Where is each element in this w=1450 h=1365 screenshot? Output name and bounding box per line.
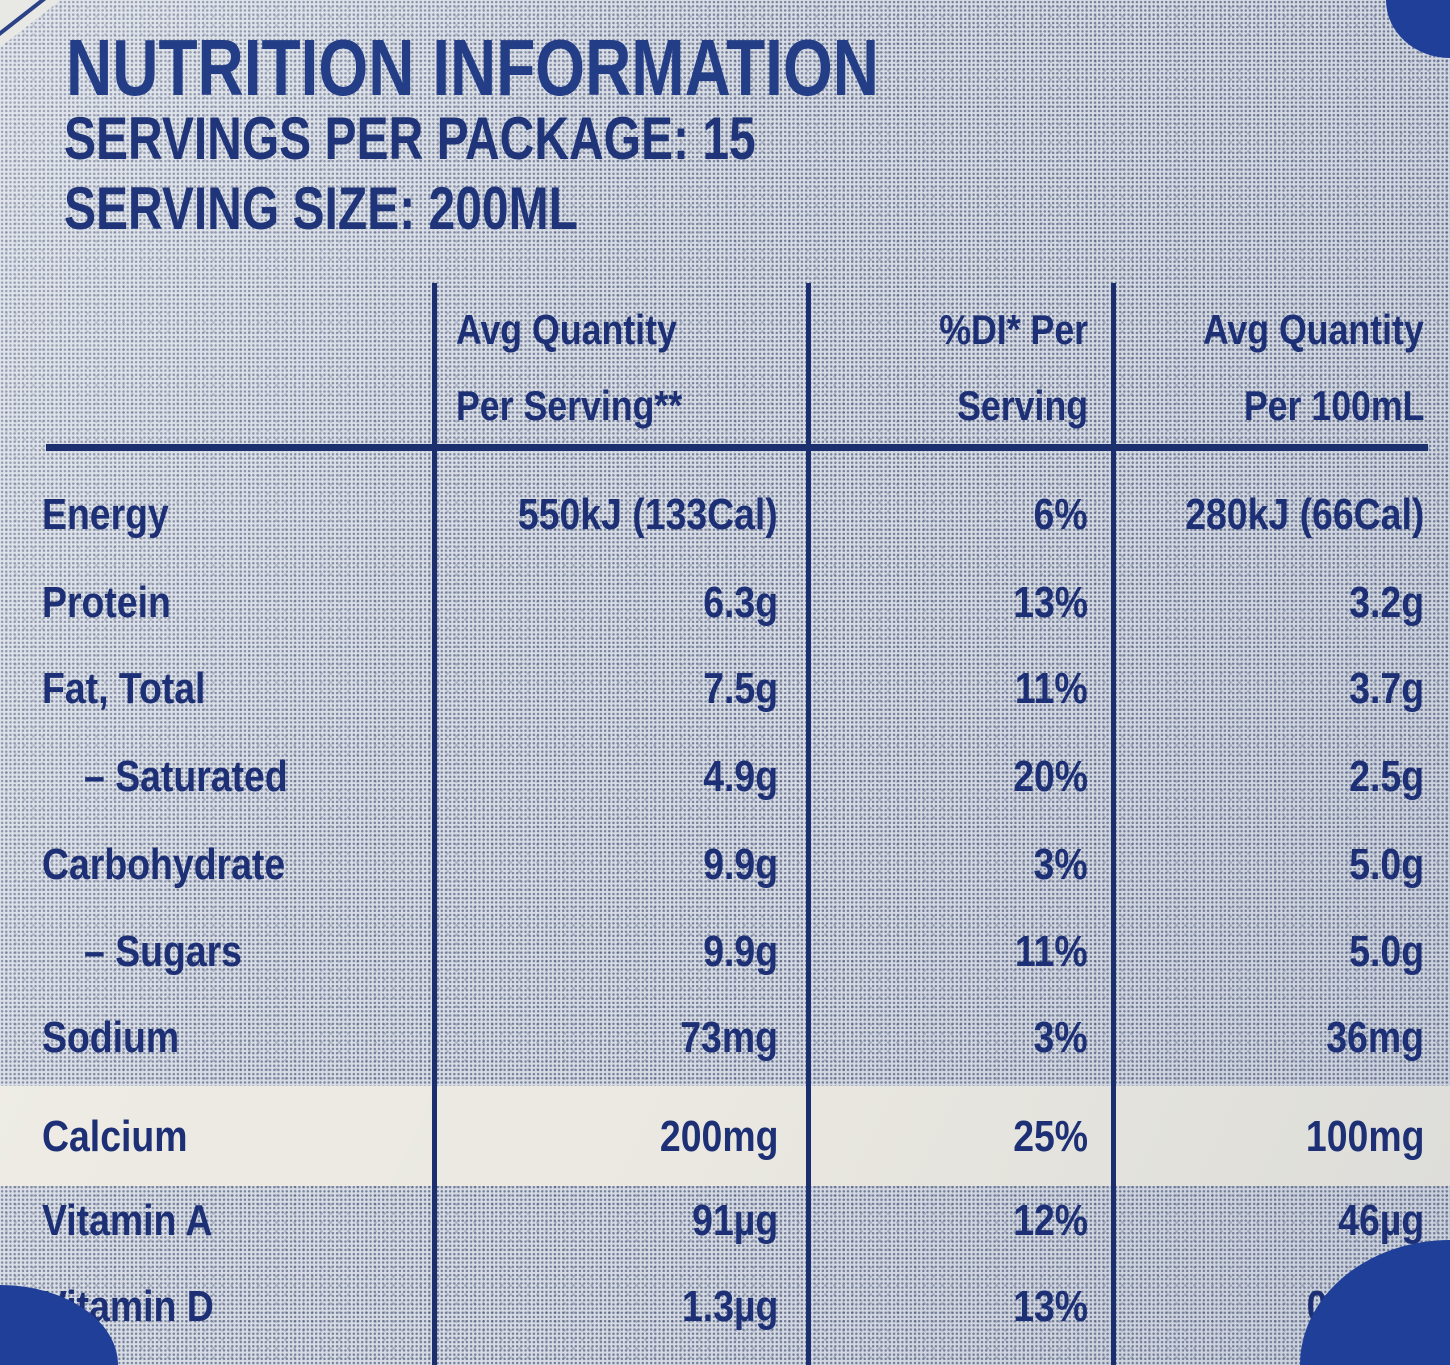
col1-line2: Per Serving** — [456, 382, 683, 429]
serving-size-line: SERVING SIZE: 200ML — [64, 174, 706, 243]
servings-per-package-value: 15 — [702, 105, 756, 172]
value-per-100ml: 36mg — [1326, 1013, 1424, 1062]
column-separator-2 — [806, 283, 811, 1365]
value-di-per-serving: 3% — [1033, 1013, 1088, 1062]
nutrient-name: – Sugars — [84, 927, 242, 976]
value-di-per-serving: 6% — [1033, 490, 1088, 539]
value-di-per-serving: 11% — [1015, 664, 1088, 713]
value-per-100ml: 100mg — [1305, 1112, 1424, 1161]
col2-line1: %DI* Per — [939, 306, 1088, 353]
value-di-per-serving: 13% — [1013, 578, 1088, 627]
value-di-per-serving: 12% — [1013, 1196, 1088, 1245]
value-per-100ml: 280kJ (66Cal) — [1184, 490, 1424, 539]
value-per-serving: 91µg — [692, 1196, 778, 1245]
value-per-100ml: 3.2g — [1349, 578, 1424, 627]
value-per-serving: 200mg — [659, 1112, 778, 1161]
table-row-saturated-fat: – Saturated 4.9g 20% 2.5g — [0, 752, 1450, 814]
value-di-per-serving: 11% — [1015, 927, 1088, 976]
column-header-di-per-serving: %DI* Per Serving — [820, 292, 1088, 444]
table-row-energy: Energy 550kJ (133Cal) 6% 280kJ (66Cal) — [0, 490, 1450, 552]
value-per-serving: 9.9g — [703, 840, 778, 889]
nutrient-name: Vitamin A — [42, 1196, 213, 1245]
col1-line1: Avg Quantity — [456, 306, 677, 353]
header-rule — [46, 444, 1428, 451]
value-per-serving: 73mg — [680, 1013, 778, 1062]
table-row-sugars: – Sugars 9.9g 11% 5.0g — [0, 927, 1450, 989]
col3-line2: Per 100mL — [1243, 382, 1424, 429]
column-separator-3 — [1111, 283, 1116, 1365]
value-per-100ml: 3.7g — [1349, 664, 1424, 713]
table-row-carbohydrate: Carbohydrate 9.9g 3% 5.0g — [0, 840, 1450, 902]
servings-per-package-label: SERVINGS PER PACKAGE: — [64, 105, 690, 172]
nutrient-name: Energy — [42, 490, 169, 539]
table-row-sodium: Sodium 73mg 3% 36mg — [0, 1013, 1450, 1075]
serving-size-label: SERVING SIZE: — [64, 175, 416, 242]
table-row-fat-total: Fat, Total 7.5g 11% 3.7g — [0, 664, 1450, 726]
table-row-protein: Protein 6.3g 13% 3.2g — [0, 578, 1450, 640]
value-di-per-serving: 3% — [1033, 840, 1088, 889]
value-di-per-serving: 25% — [1013, 1112, 1088, 1161]
value-per-serving: 550kJ (133Cal) — [518, 490, 778, 539]
serving-size-value: 200ML — [428, 175, 578, 242]
value-per-100ml: 5.0g — [1349, 927, 1424, 976]
col3-line1: Avg Quantity — [1203, 306, 1424, 353]
table-row-vitamin-d: Vitamin D 1.3µg 13% 0.65µg — [0, 1282, 1450, 1344]
nutrient-name: Protein — [42, 578, 171, 627]
value-per-serving: 6.3g — [703, 578, 778, 627]
table-row-calcium: Calcium 200mg 25% 100mg — [0, 1112, 1450, 1174]
value-per-100ml: 2.5g — [1349, 752, 1424, 801]
column-header-per-serving: Avg Quantity Per Serving** — [456, 292, 786, 444]
column-header-per-100ml: Avg Quantity Per 100mL — [1120, 292, 1424, 444]
nutrient-name: – Saturated — [84, 752, 288, 801]
value-di-per-serving: 13% — [1013, 1282, 1088, 1331]
value-di-per-serving: 20% — [1013, 752, 1088, 801]
page-title-text: NUTRITION INFORMATION — [66, 23, 879, 112]
value-per-serving: 7.5g — [703, 664, 778, 713]
nutrient-name: Carbohydrate — [42, 840, 286, 889]
value-per-serving: 1.3µg — [681, 1282, 778, 1331]
table-row-vitamin-a: Vitamin A 91µg 12% 46µg — [0, 1196, 1450, 1258]
nutrient-name: Fat, Total — [42, 664, 206, 713]
value-per-100ml: 46µg — [1338, 1196, 1424, 1245]
calcium-highlight-band — [0, 1086, 1450, 1186]
page-title: NUTRITION INFORMATION — [66, 22, 1082, 114]
nutrient-name: Calcium — [42, 1112, 188, 1161]
value-per-serving: 4.9g — [703, 752, 778, 801]
value-per-serving: 9.9g — [703, 927, 778, 976]
value-per-100ml: 5.0g — [1349, 840, 1424, 889]
col2-line2: Serving — [957, 382, 1088, 429]
nutrient-name: Sodium — [42, 1013, 180, 1062]
servings-per-package-line: SERVINGS PER PACKAGE: 15 — [64, 104, 929, 173]
column-separator-1 — [432, 283, 437, 1365]
